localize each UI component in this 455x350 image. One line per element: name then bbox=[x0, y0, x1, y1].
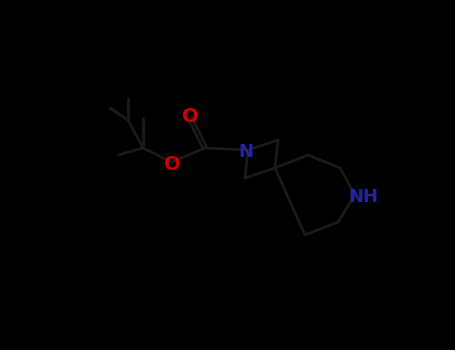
Text: O: O bbox=[164, 154, 180, 174]
Text: NH: NH bbox=[348, 188, 378, 206]
Text: O: O bbox=[182, 106, 198, 126]
Text: N: N bbox=[238, 143, 253, 161]
